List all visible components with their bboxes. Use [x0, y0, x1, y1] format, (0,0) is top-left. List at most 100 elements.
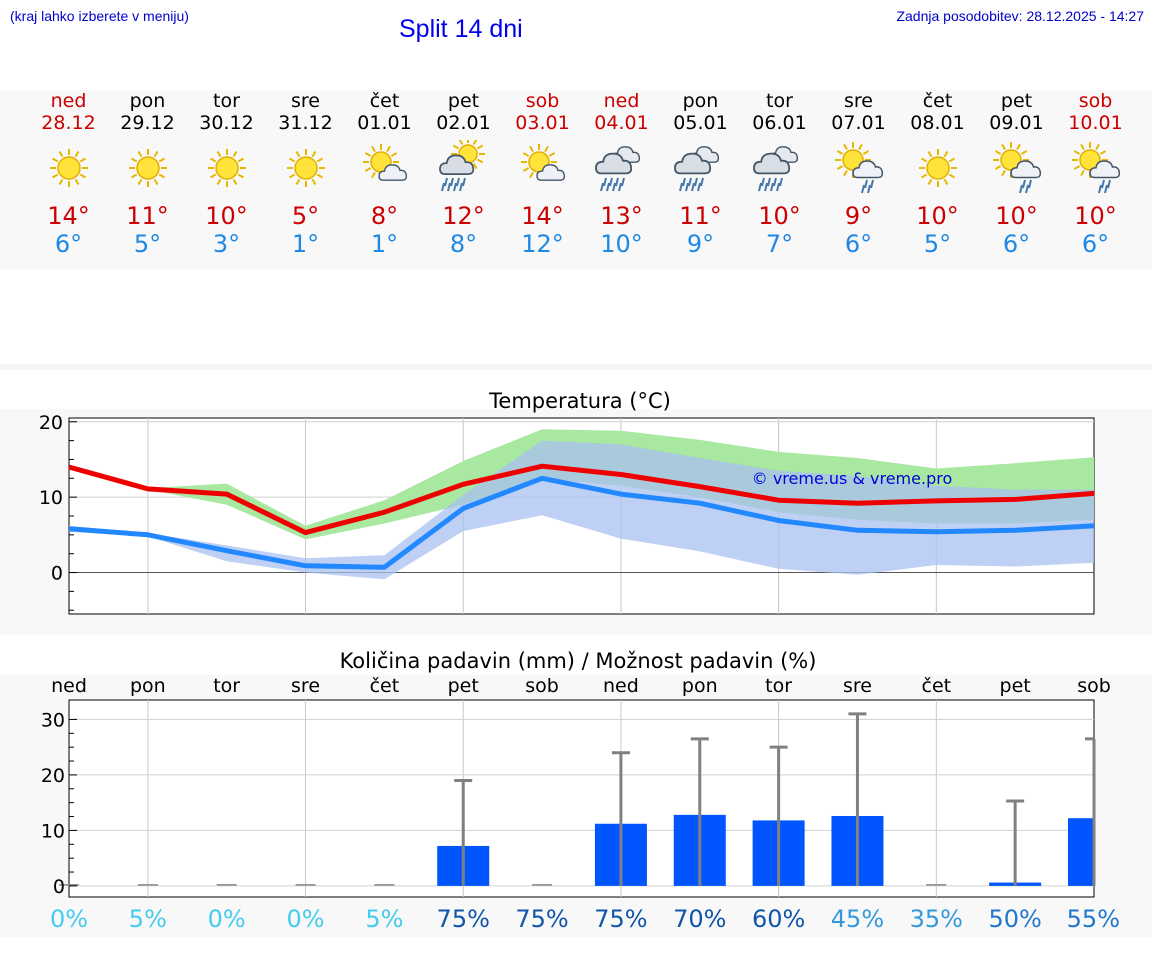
day-name: sob	[525, 90, 560, 112]
min-temperature: 8°	[449, 230, 478, 258]
day-date: 01.01	[357, 112, 412, 134]
day-column: čet 08.01 10° 5°	[898, 90, 977, 258]
day-date: 09.01	[989, 112, 1044, 134]
precip-chance-label: 70%	[673, 905, 726, 933]
last-update: Zadnja posodobitev: 28.12.2025 - 14:27	[896, 8, 1144, 24]
temperature-chart-title: Temperatura (°C)	[488, 389, 671, 413]
sun-icon	[120, 140, 176, 196]
day-date: 30.12	[199, 112, 254, 134]
temp-y-tick-label: 20	[39, 412, 63, 434]
precip-chance-label: 75%	[515, 905, 568, 933]
precip-day-label: ned	[51, 675, 87, 697]
max-temperature: 11°	[679, 202, 722, 230]
min-temperature-band	[69, 440, 1094, 580]
day-column: ned 04.01 13° 10°	[582, 90, 661, 258]
max-temperature: 10°	[205, 202, 248, 230]
sun-icon	[910, 140, 966, 196]
precip-chance-label: 60%	[752, 905, 805, 933]
precip-y-tick-label: 10	[41, 820, 65, 842]
max-temperature: 10°	[758, 202, 801, 230]
day-date: 06.01	[752, 112, 807, 134]
day-name: ned	[603, 90, 640, 112]
precip-chance-label: 75%	[594, 905, 647, 933]
day-column: ned 28.12 14° 6°	[29, 90, 108, 258]
precip-day-label: čet	[922, 675, 952, 697]
precip-chance-label: 45%	[831, 905, 884, 933]
min-temperature: 5°	[923, 230, 952, 258]
max-temperature: 14°	[521, 202, 564, 230]
min-temperature: 1°	[291, 230, 320, 258]
precip-chance-label: 0%	[208, 905, 246, 933]
page-title: Split 14 dni	[399, 15, 523, 43]
day-date: 31.12	[278, 112, 333, 134]
day-name: ned	[50, 90, 87, 112]
day-name: pon	[682, 90, 719, 112]
precipitation-chart-title: Količina padavin (mm) / Možnost padavin …	[340, 649, 817, 673]
day-name: pet	[447, 90, 480, 112]
precip-chance-label: 5%	[129, 905, 167, 933]
sun-cloud-icon	[515, 140, 571, 196]
rain-cloud-icon	[752, 140, 808, 196]
min-temperature: 6°	[844, 230, 873, 258]
precip-day-label: sob	[525, 675, 559, 697]
day-name: sob	[1078, 90, 1113, 112]
day-column: pon 29.12 11° 5°	[108, 90, 187, 258]
day-date: 02.01	[436, 112, 491, 134]
min-temperature: 1°	[370, 230, 399, 258]
sun-icon	[278, 140, 334, 196]
rain-cloud-icon	[594, 140, 650, 196]
temp-y-tick-label: 10	[39, 487, 63, 509]
precip-day-label: pet	[448, 675, 479, 697]
precip-chance-label: 0%	[50, 905, 88, 933]
day-column: čet 01.01 8° 1°	[345, 90, 424, 258]
min-temperature: 6°	[1081, 230, 1110, 258]
day-name: čet	[922, 90, 953, 112]
sun-shower-icon	[831, 140, 887, 196]
precip-chance-label: 0%	[286, 905, 324, 933]
max-temperature: 12°	[442, 202, 485, 230]
day-name: čet	[369, 90, 400, 112]
precip-day-label: tor	[213, 675, 240, 697]
day-date: 07.01	[831, 112, 886, 134]
max-temperature: 14°	[47, 202, 90, 230]
day-column: sre 31.12 5° 1°	[266, 90, 345, 258]
max-temperature: 8°	[370, 202, 399, 230]
min-temperature: 12°	[521, 230, 564, 258]
precip-chance-label: 35%	[910, 905, 963, 933]
sun-rain-cloud-icon	[436, 137, 492, 196]
day-name: sre	[291, 90, 320, 112]
precipitation-chart: Količina padavin (mm) / Možnost padavin …	[0, 649, 1152, 937]
temp-y-tick-label: 0	[51, 563, 63, 585]
precipitation-plot-area	[68, 699, 1095, 898]
min-temperature: 7°	[765, 230, 794, 258]
precip-day-label: sob	[1077, 675, 1111, 697]
day-column: sob 10.01 10° 6°	[1056, 90, 1135, 258]
sun-shower-icon	[989, 140, 1045, 196]
day-name: tor	[213, 90, 240, 112]
max-temperature: 13°	[600, 202, 643, 230]
max-temperature-line	[68, 463, 1095, 536]
sun-icon	[199, 140, 255, 196]
precip-day-label: pon	[682, 675, 718, 697]
location-hint: (kraj lahko izberete v meniju)	[10, 8, 189, 24]
precip-day-label: ned	[603, 675, 639, 697]
precip-day-label: tor	[765, 675, 792, 697]
max-temperature: 5°	[291, 202, 320, 230]
precip-day-label: pon	[130, 675, 166, 697]
day-column: tor 30.12 10° 3°	[187, 90, 266, 258]
day-column: tor 06.01 10° 7°	[740, 90, 819, 258]
day-column: pet 09.01 10° 6°	[977, 90, 1056, 258]
day-date: 28.12	[41, 112, 96, 134]
precip-chance-label: 55%	[1067, 905, 1120, 933]
day-column: pet 02.01 12° 8°	[424, 90, 503, 258]
day-column: sob 03.01 14° 12°	[503, 90, 582, 258]
day-column: pon 05.01 11° 9°	[661, 90, 740, 258]
day-name: pet	[1000, 90, 1033, 112]
max-temperature: 10°	[1074, 202, 1117, 230]
precip-chance-label: 5%	[365, 905, 403, 933]
precip-bar	[1068, 818, 1094, 886]
min-temperature: 6°	[54, 230, 83, 258]
day-date: 05.01	[673, 112, 728, 134]
watermark: © vreme.us & vreme.pro	[752, 469, 953, 488]
day-column: sre 07.01 9° 6°	[819, 90, 898, 258]
